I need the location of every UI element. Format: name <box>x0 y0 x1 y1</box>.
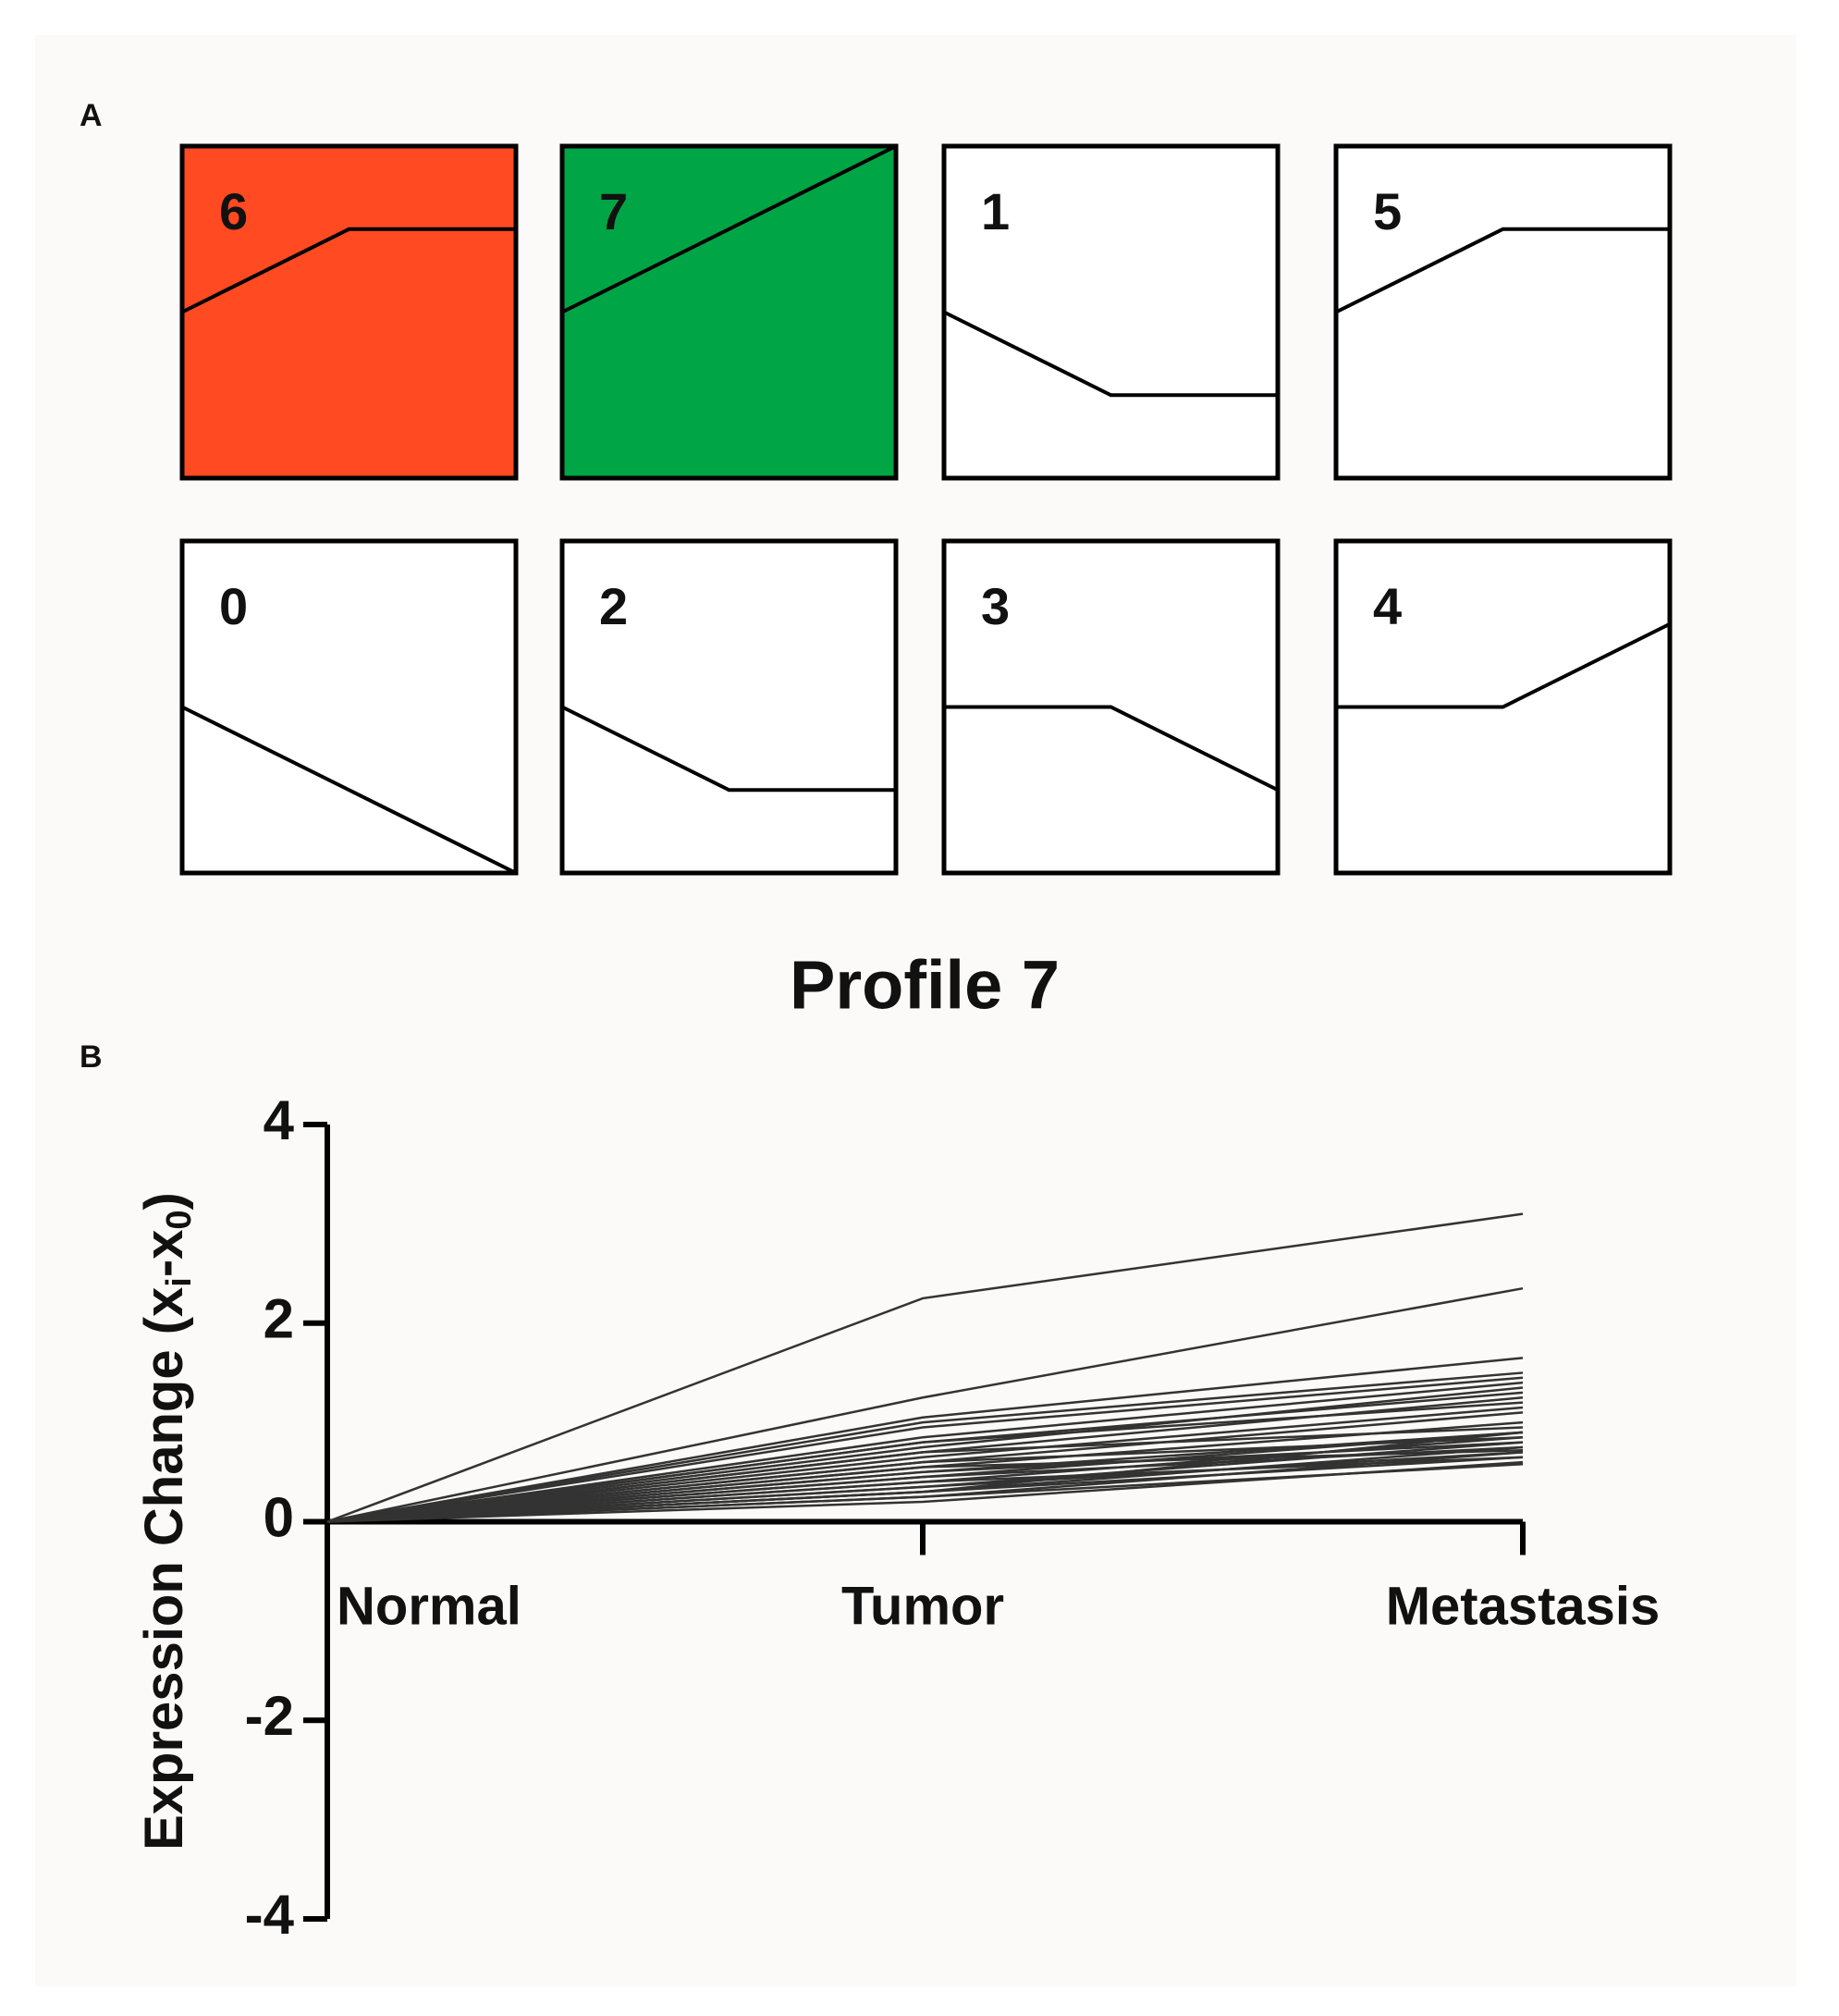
series-line <box>326 1462 1524 1523</box>
series-line <box>326 1286 1524 1523</box>
profile-line <box>181 227 516 314</box>
y-tick-label: 4 <box>264 1089 295 1151</box>
x-tick-label: Metastasis <box>1386 1576 1661 1636</box>
series-line <box>326 1357 1524 1523</box>
x-tick-label: Tumor <box>841 1576 1004 1636</box>
y-tick-label: -4 <box>245 1884 295 1946</box>
y-tick-label: 0 <box>264 1486 294 1548</box>
series-line <box>326 1448 1524 1523</box>
profile-box <box>179 538 519 876</box>
series-line <box>326 1406 1524 1523</box>
series-line <box>326 1426 1524 1523</box>
series-line <box>326 1456 1524 1523</box>
series-line <box>326 1431 1524 1523</box>
profile-line <box>561 705 896 793</box>
x-tick-label: Normal <box>337 1576 521 1636</box>
panel-label: A <box>80 98 103 133</box>
profile-line <box>561 144 897 314</box>
y-axis-label-part: i <box>160 1277 199 1287</box>
y-axis-label-part: -x <box>134 1230 194 1278</box>
y-axis-label-part: Expression Change (x <box>134 1287 194 1850</box>
y-tick-label: 2 <box>264 1288 294 1350</box>
profile-box <box>559 538 899 876</box>
y-axis-label-part: ) <box>134 1192 194 1210</box>
profile-label: 6 <box>219 182 248 240</box>
profile-box <box>179 143 519 481</box>
series-line <box>326 1401 1524 1523</box>
series-line <box>326 1371 1524 1523</box>
series-line <box>326 1212 1524 1523</box>
profile-line <box>1336 621 1671 709</box>
series-line <box>326 1376 1524 1523</box>
series-line <box>326 1381 1524 1523</box>
profile-box <box>941 143 1281 481</box>
profile-line <box>943 310 1278 398</box>
panel-label: B <box>80 1039 103 1075</box>
profile-label: 3 <box>981 577 1010 635</box>
series-line <box>326 1445 1524 1523</box>
y-tick-label: -2 <box>245 1685 294 1747</box>
chart-title: Profile 7 <box>790 947 1060 1024</box>
series-line <box>326 1386 1524 1523</box>
y-axis-label-part: 0 <box>160 1210 199 1229</box>
profile-label: 2 <box>599 577 628 635</box>
profile-line <box>181 705 517 875</box>
profile-line <box>1335 227 1670 314</box>
series-line <box>326 1435 1524 1523</box>
profile-label: 0 <box>219 577 248 635</box>
profile-label: 5 <box>1373 182 1402 240</box>
profile-box <box>1333 143 1673 481</box>
profile-box <box>559 143 899 481</box>
series-line <box>326 1451 1524 1523</box>
profile-label: 1 <box>981 182 1010 240</box>
y-axis-label: Expression Change (xi-x0) <box>134 1192 199 1850</box>
profile-line <box>944 705 1279 793</box>
profile-label: 7 <box>599 182 628 240</box>
profile-label: 4 <box>1373 577 1402 635</box>
